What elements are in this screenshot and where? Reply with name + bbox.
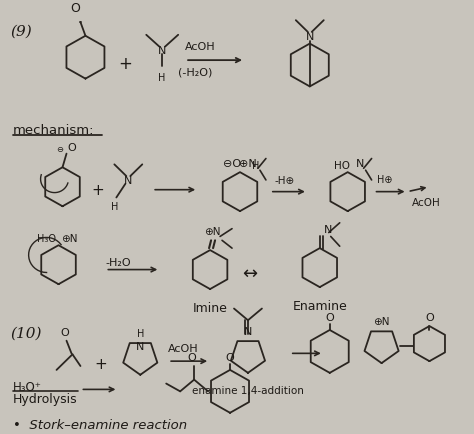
- Text: O: O: [325, 312, 334, 322]
- Text: AcOH: AcOH: [185, 42, 215, 52]
- Text: (-H₂O): (-H₂O): [178, 68, 212, 78]
- Text: O: O: [60, 327, 69, 337]
- Text: O: O: [188, 352, 197, 362]
- Text: ⊖: ⊖: [56, 145, 64, 153]
- Text: O: O: [425, 312, 434, 322]
- Text: H₃O⁺: H₃O⁺: [13, 380, 42, 393]
- Text: H: H: [137, 328, 144, 338]
- Text: ↔: ↔: [242, 264, 257, 282]
- Text: N: N: [244, 326, 252, 336]
- Text: enamine 1,4-addition: enamine 1,4-addition: [192, 385, 304, 395]
- Text: Hydrolysis: Hydrolysis: [13, 392, 77, 405]
- Text: ⊕N: ⊕N: [374, 316, 390, 326]
- Text: (10): (10): [11, 326, 42, 340]
- Text: Enamine: Enamine: [292, 299, 347, 312]
- Text: ⊕N: ⊕N: [61, 234, 77, 244]
- Text: ⊕N: ⊕N: [204, 227, 220, 237]
- Text: N: N: [136, 341, 145, 351]
- Text: H: H: [157, 72, 165, 82]
- Text: AcOH: AcOH: [411, 198, 440, 208]
- Text: O: O: [71, 2, 81, 15]
- Text: N: N: [356, 159, 364, 169]
- Text: ⊖O: ⊖O: [223, 159, 241, 169]
- Text: mechanism:: mechanism:: [13, 124, 94, 137]
- Text: ⊕N: ⊕N: [239, 159, 257, 169]
- Text: HO: HO: [334, 161, 350, 171]
- Text: O: O: [67, 142, 76, 152]
- Text: +: +: [91, 183, 104, 198]
- Text: -H⊕: -H⊕: [275, 175, 295, 185]
- Text: H₃O: H₃O: [36, 234, 55, 244]
- Text: (9): (9): [11, 25, 32, 39]
- Text: N: N: [324, 225, 332, 235]
- Text: N: N: [158, 46, 166, 56]
- Text: +: +: [94, 356, 107, 371]
- Text: AcOH: AcOH: [168, 344, 199, 354]
- Text: O: O: [226, 352, 235, 362]
- Text: H⊕: H⊕: [377, 174, 392, 184]
- Text: H: H: [252, 161, 259, 171]
- Text: H: H: [110, 202, 118, 212]
- Text: N: N: [124, 175, 133, 185]
- Text: •  Stork–enamine reaction: • Stork–enamine reaction: [13, 418, 187, 431]
- Text: N: N: [306, 32, 314, 42]
- Text: +: +: [118, 55, 132, 73]
- Text: Imine: Imine: [192, 301, 228, 314]
- Text: -H₂O: -H₂O: [105, 257, 131, 267]
